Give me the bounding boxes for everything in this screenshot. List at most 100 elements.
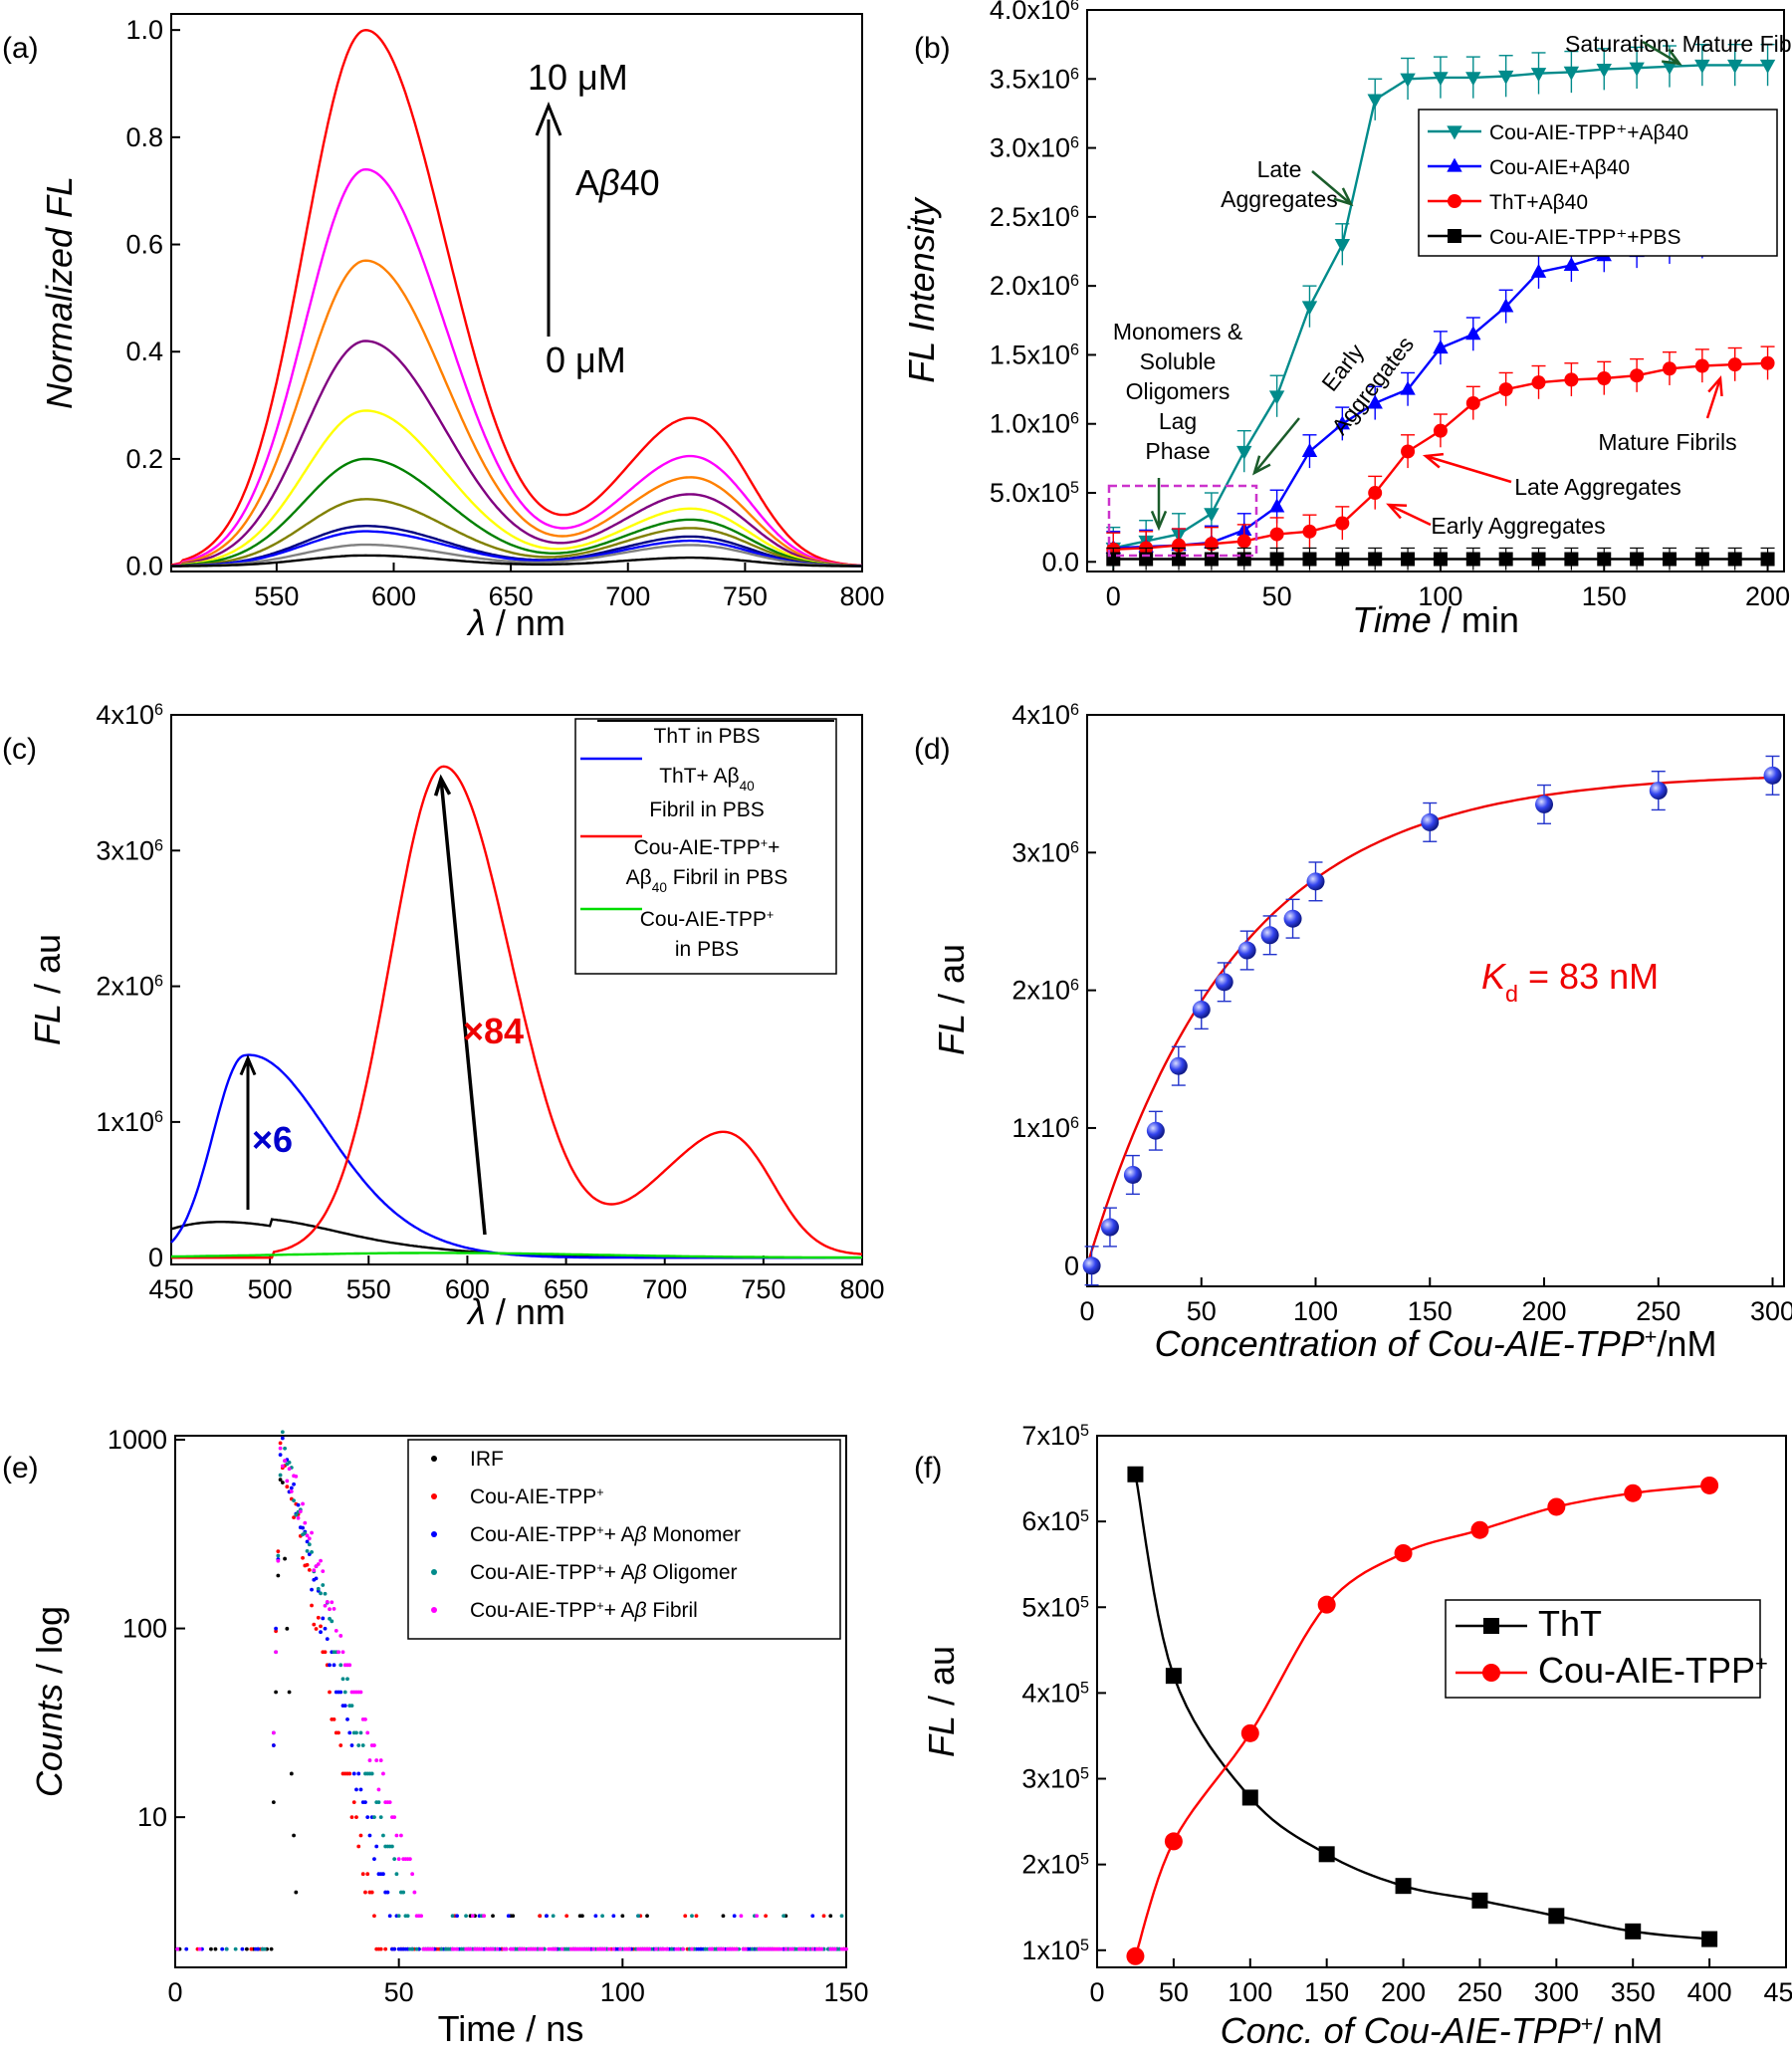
decay-point — [392, 1946, 397, 1951]
legend-label: IRF — [470, 1448, 504, 1471]
text-part: Lag — [1159, 408, 1197, 434]
arrow-early — [1253, 417, 1300, 474]
decay-point — [367, 1833, 372, 1838]
decay-point — [376, 1800, 381, 1805]
text-part: / min — [1432, 599, 1519, 640]
data-point — [1172, 552, 1187, 567]
text-part: 50 — [1262, 581, 1292, 611]
panel-f: (f)0501001502002503003504004501x1052x105… — [914, 1421, 1792, 2051]
decay-point — [330, 1619, 335, 1624]
y-tick-label: 2x106 — [1011, 976, 1079, 1006]
decay-point — [360, 1872, 365, 1877]
text-part: 3x10 — [1021, 1764, 1080, 1794]
decay-point — [365, 1730, 370, 1735]
data-point — [1192, 1000, 1211, 1019]
decay-point — [338, 1663, 343, 1668]
y-tick-label: 5x105 — [1021, 1592, 1089, 1622]
text-part: β — [598, 162, 620, 203]
decay-point — [690, 1914, 694, 1919]
decay-point — [390, 1844, 394, 1849]
decay-point — [710, 1946, 715, 1951]
text-part: 6 — [154, 701, 163, 719]
legend-label: Cou-AIE-TPP⁺+PBS — [1489, 226, 1681, 249]
text-part: Cou-AIE-TPP⁺+Aβ40 — [1489, 121, 1688, 144]
decay-point — [336, 1730, 340, 1735]
data-point — [1498, 382, 1513, 397]
spectrum-line-5 — [171, 457, 862, 568]
text-part: 6 — [1070, 0, 1079, 14]
decay-point — [340, 1650, 345, 1655]
panel-d: (d)0 50 100 150 200 250 30001x1062x1063x1064x1… — [914, 700, 1792, 1364]
decay-point — [618, 1946, 622, 1951]
text-part: 1x10 — [1021, 1936, 1080, 1965]
text-part: Fibril in PBS — [649, 799, 765, 821]
legend-marker — [1448, 229, 1461, 243]
text-part: 0.0 — [125, 552, 163, 581]
text-part: 2.5x10 — [990, 202, 1070, 232]
y-tick-label: 3.5x106 — [990, 64, 1079, 94]
data-point — [1400, 380, 1416, 395]
data-point — [1301, 443, 1318, 458]
text-part: Late — [1257, 156, 1302, 182]
decay-point — [332, 1716, 336, 1721]
decay-point — [412, 1890, 417, 1895]
decay-point — [636, 1914, 640, 1919]
text-part: 0 — [1106, 581, 1121, 611]
x-tick-label: 150 — [1408, 1296, 1453, 1326]
decay-point — [305, 1562, 310, 1567]
data-point — [1400, 73, 1416, 88]
data-point — [1649, 782, 1668, 800]
legend-label: Cou-AIE-TPP++ Aβ Monomer — [470, 1523, 741, 1546]
y-tick-label: 2.0x106 — [990, 271, 1079, 301]
text-part: / nM — [1593, 2010, 1663, 2051]
decay-point — [354, 1815, 358, 1820]
decay-point — [220, 1946, 225, 1951]
text-part: + — [596, 1523, 603, 1537]
text-part: 300 — [1750, 1296, 1792, 1326]
decay-point — [262, 1946, 267, 1951]
text-part: / nm — [486, 1291, 565, 1332]
decay-point — [283, 1446, 287, 1451]
text-part: 0.8 — [125, 122, 163, 152]
annotation-saturation: Saturation: Mature Fibrils — [1565, 31, 1792, 57]
annotation-early-aggregates: Early Aggregates — [1431, 513, 1605, 539]
y-tick-label: 4x105 — [1021, 1678, 1089, 1708]
decay-point — [321, 1569, 326, 1574]
text-part: Time — [1352, 599, 1432, 640]
panel-label: (a) — [2, 32, 39, 65]
decay-point — [289, 1485, 294, 1490]
decay-point — [602, 1946, 607, 1951]
y-tick-label: 1.5x106 — [990, 340, 1079, 369]
decay-point — [332, 1663, 336, 1668]
y-tick-label: 10 — [137, 1802, 167, 1832]
x-tick-label: 300 — [1534, 1977, 1579, 2007]
decay-point — [511, 1914, 516, 1919]
decay-point — [356, 1771, 361, 1776]
decay-point — [414, 1946, 419, 1951]
decay-point — [611, 1914, 616, 1919]
decay-point — [721, 1914, 726, 1919]
data-point — [1100, 1218, 1119, 1237]
decay-point — [325, 1600, 330, 1604]
text-part: 100 — [600, 1977, 645, 2007]
text-part: Time / ns — [438, 2008, 584, 2049]
decay-point — [328, 1663, 332, 1668]
data-point — [1123, 1165, 1142, 1184]
annotation-lag: Phase — [1145, 438, 1210, 464]
x-tick-label: 700 — [605, 581, 650, 611]
data-point — [1662, 61, 1678, 76]
decay-point — [354, 1730, 358, 1735]
text-part: 2x10 — [1011, 976, 1070, 1006]
y-tick-label: 0.0 — [1041, 547, 1079, 576]
text-part: 400 — [1687, 1977, 1732, 2007]
decay-point — [755, 1914, 760, 1919]
text-part: 6 — [154, 836, 163, 854]
text-part: + A — [604, 1599, 635, 1622]
text-part: + — [1645, 1324, 1658, 1349]
decay-point — [844, 1946, 848, 1951]
data-point — [1204, 537, 1219, 552]
decay-point — [312, 1568, 317, 1573]
decay-point — [278, 1453, 283, 1458]
decay-point — [294, 1512, 299, 1517]
decay-point — [392, 1815, 397, 1820]
